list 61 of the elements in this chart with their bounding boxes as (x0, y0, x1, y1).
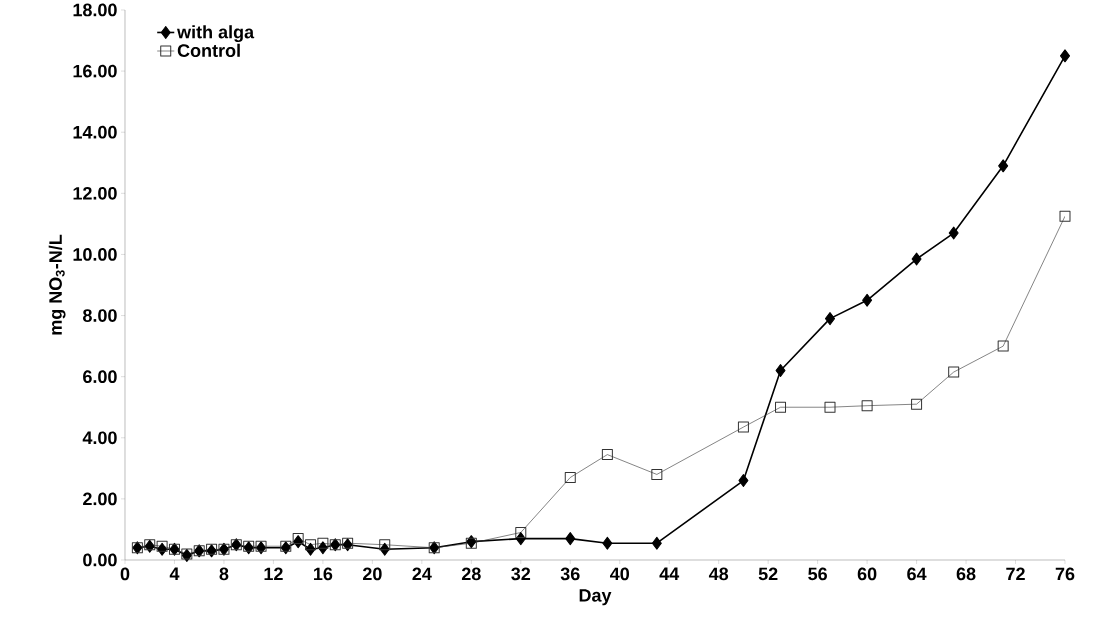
y-tick-label: 6.00 (83, 370, 117, 384)
y-tick-label: 12.00 (73, 186, 117, 200)
x-tick-label: 8 (219, 567, 229, 581)
point (948, 366, 960, 378)
y-axis-title: mg NO$_{3}$-N/L (48, 234, 66, 335)
point (379, 539, 391, 551)
y-tick-label: 0.00 (83, 553, 117, 567)
point (911, 398, 923, 410)
point (651, 468, 663, 480)
point (564, 472, 576, 483)
x-tick-label: 24 (412, 567, 432, 581)
point (515, 527, 527, 538)
point (861, 400, 873, 412)
point (825, 312, 835, 326)
point (156, 540, 168, 552)
x-tick-label: 56 (808, 567, 827, 581)
point (602, 536, 613, 550)
x-tick-label: 64 (907, 567, 927, 581)
y-tick-label: 4.00 (82, 431, 117, 445)
x-tick-label: 52 (758, 567, 778, 581)
x-tick-label: 32 (511, 567, 531, 581)
x-tick-label: 36 (560, 567, 580, 581)
x-tick-label: 44 (659, 567, 680, 580)
x-tick-label: 0 (120, 567, 130, 581)
point (998, 159, 1009, 173)
point (948, 226, 959, 240)
point (1060, 49, 1070, 63)
x-tick-label: 4 (169, 567, 180, 580)
y-tick-label: 8.00 (83, 309, 117, 322)
legend-label: with alga (177, 25, 255, 43)
x-axis-title: Day (579, 589, 612, 606)
y-tick-label: 2.00 (83, 492, 117, 506)
x-tick-label: 60 (857, 567, 877, 581)
point (775, 401, 787, 413)
point (601, 449, 613, 461)
point (997, 340, 1009, 352)
point (305, 539, 317, 551)
point (651, 536, 662, 550)
x-tick-label: 76 (1055, 567, 1075, 581)
point (317, 537, 329, 549)
point (775, 364, 786, 378)
point (737, 421, 749, 433)
x-tick-label: 12 (264, 567, 283, 581)
legend-label: Control (177, 43, 240, 57)
point (911, 252, 922, 266)
y-tick-label: 10.00 (73, 248, 117, 261)
x-tick-label: 40 (609, 567, 629, 581)
x-tick-label: 28 (461, 567, 481, 581)
x-tick-label: 72 (1006, 567, 1025, 581)
x-tick-label: 68 (956, 567, 976, 581)
point (824, 401, 836, 413)
y-tick-label: 18.00 (73, 3, 117, 17)
y-tick-label: 16.00 (73, 64, 117, 78)
y-tick-label: 14.00 (73, 125, 117, 139)
point (862, 293, 873, 307)
point (565, 532, 576, 546)
x-tick-label: 20 (362, 567, 382, 581)
point (1059, 210, 1071, 222)
x-tick-label: 16 (314, 567, 333, 581)
point (738, 474, 749, 488)
x-tick-label: 48 (708, 567, 729, 581)
